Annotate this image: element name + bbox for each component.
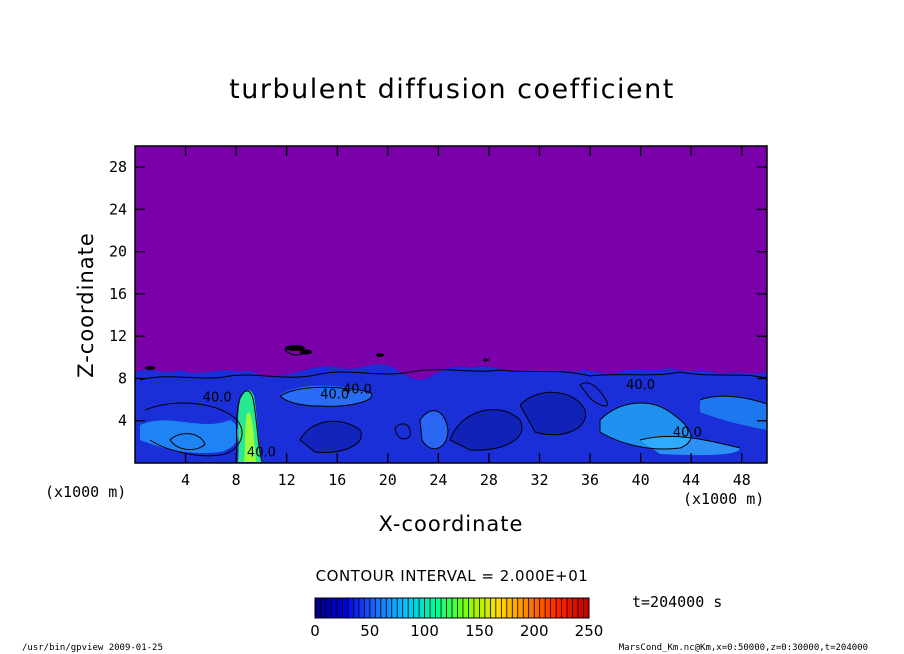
x-tick-label: 48 (733, 471, 751, 489)
contour-line (449, 409, 523, 451)
colorbar-tick-label: 250 (574, 622, 604, 640)
time-label: t=204000 s (632, 593, 723, 611)
contour-line (144, 402, 243, 457)
light-eddy (640, 436, 740, 456)
x-tick-label: 40 (632, 471, 650, 489)
contour-line (235, 390, 263, 463)
patch (285, 345, 305, 351)
y-axis-label: Z-coordinate (74, 232, 98, 378)
x-tick-label: 28 (480, 471, 498, 489)
light-eddy (280, 385, 372, 407)
footer-right: MarsCond_Km.nc@Km,x=0:50000,z=0:30000,t=… (618, 643, 868, 653)
contour-line (169, 433, 206, 450)
contour-interval-label: CONTOUR INTERVAL = 2.000E+01 (315, 567, 589, 585)
x-unit-label: (x1000 m) (683, 490, 765, 508)
cyan-eddy (700, 396, 767, 430)
y-tick-label: 8 (118, 369, 127, 387)
patch (483, 358, 489, 362)
x-tick-label: 12 (278, 471, 296, 489)
footer-left: /usr/bin/gpview 2009-01-25 (22, 643, 163, 653)
x-tick-label: 44 (682, 471, 700, 489)
contour-lines (139, 346, 767, 463)
x-tick-label: 16 (328, 471, 346, 489)
contour-line (579, 382, 608, 407)
plot-frame (134, 145, 768, 464)
cyan-eddy (140, 420, 239, 454)
x-tick-label: 36 (581, 471, 599, 489)
contour-line (299, 420, 362, 454)
colorbar-tick-label: 100 (410, 622, 439, 640)
contour-line (279, 386, 373, 407)
contour-label: 40.0 (203, 391, 232, 406)
contour-line (519, 391, 586, 436)
light-eddy (420, 410, 448, 449)
contour-label: 40.0 (343, 382, 372, 397)
y-unit-label: (x1000 m) (45, 483, 127, 501)
y-tick-label: 20 (109, 243, 127, 261)
contour-label: 40.0 (247, 446, 276, 461)
dark-eddy (520, 392, 586, 435)
small-patches (145, 345, 489, 370)
x-tick-label: 8 (232, 471, 241, 489)
y-tick-label: 4 (118, 412, 127, 430)
contour-labels: 40.0 40.040.040.040.040.0 (203, 378, 702, 461)
colorbar-stripes (320, 598, 584, 618)
colorbar-frame (314, 597, 590, 619)
contour-label: 40.0 (320, 388, 349, 403)
colorbar-tick-label: 200 (519, 622, 549, 640)
patch (376, 353, 384, 357)
y-tick-label: 12 (109, 327, 127, 345)
y-tick-label: 24 (109, 200, 127, 218)
dark-eddy (300, 421, 362, 453)
contour-line (639, 435, 741, 449)
turbulence-field (135, 345, 767, 463)
y-ticks: 4 8 12 16 20 24 28 (109, 158, 767, 430)
dark-eddy (450, 409, 522, 451)
contour-line (699, 395, 767, 405)
chart-title: turbulent diffusion coefficient (229, 74, 675, 105)
contour-line (599, 402, 692, 450)
turbulent-layer (135, 364, 767, 463)
x-tick-label: 32 (530, 471, 548, 489)
x-tick-label: 24 (429, 471, 447, 489)
contour-label: 40.0 (626, 378, 655, 393)
contour-line (419, 410, 449, 450)
contour-label: 40.0 (673, 426, 702, 441)
patch (145, 366, 155, 370)
x-tick-label: 20 (379, 471, 397, 489)
y-tick-label: 28 (109, 158, 127, 176)
colorbar-tick-label: 150 (465, 622, 494, 640)
green-plume-core (244, 412, 256, 462)
contour-line (139, 369, 767, 381)
colorbar-tick-label: 50 (360, 622, 380, 640)
x-tick-label: 4 (181, 471, 190, 489)
colorbar-tick-label: 0 (310, 622, 320, 640)
x-axis-label: X-coordinate (378, 512, 524, 536)
x-ticks: 4 8 12 16 20 24 28 32 36 40 44 48 (181, 146, 751, 489)
contour-line (394, 423, 411, 440)
y-tick-label: 16 (109, 285, 127, 303)
patch (300, 349, 312, 355)
